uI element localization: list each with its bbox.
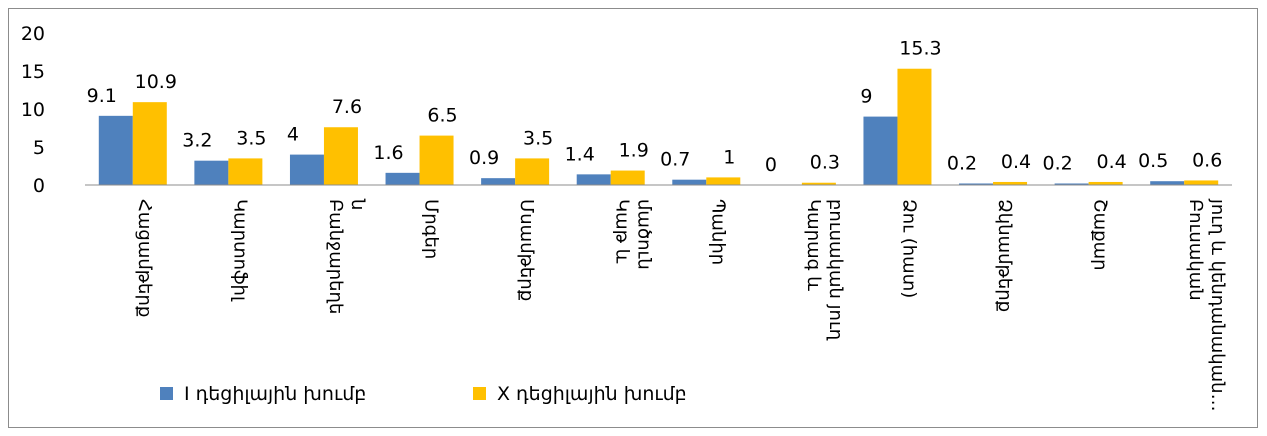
category-label: Կարագ և բուսական յուղ bbox=[803, 199, 846, 341]
category-label: Ձու (հատ) bbox=[898, 199, 919, 298]
category-label: Հացամթերք bbox=[134, 199, 155, 317]
category-label-line: Բանջարեղե bbox=[325, 199, 346, 314]
bar-series-1 bbox=[289, 154, 324, 185]
data-label: 0 bbox=[765, 154, 777, 176]
category-label: Ձկնամթերք bbox=[994, 199, 1015, 312]
bar-series-1 bbox=[672, 179, 707, 185]
category-label-line: Կարագ և bbox=[803, 199, 824, 291]
bar-series-1 bbox=[1150, 181, 1185, 185]
bar-series-1 bbox=[385, 172, 420, 185]
y-tick-label: 15 bbox=[21, 61, 45, 83]
data-label: 0.2 bbox=[1043, 152, 1073, 174]
data-label: 3.5 bbox=[523, 127, 553, 149]
data-label: 0.6 bbox=[1192, 149, 1222, 171]
bar-series-1 bbox=[959, 183, 994, 185]
chart-frame bbox=[8, 8, 1258, 428]
bar-series-2 bbox=[1088, 181, 1123, 185]
bar-series-2 bbox=[419, 135, 454, 185]
category-label-line: բուսական յուղ bbox=[825, 199, 846, 341]
data-label: 6.5 bbox=[427, 105, 457, 127]
bars bbox=[98, 68, 1219, 185]
data-label: 0.9 bbox=[469, 147, 499, 169]
category-label-line: Հացամթերք bbox=[134, 199, 155, 317]
y-tick-label: 5 bbox=[33, 137, 45, 159]
bar-series-1 bbox=[863, 116, 898, 185]
data-label: 0.4 bbox=[1001, 151, 1031, 173]
data-label: 7.6 bbox=[332, 96, 362, 118]
data-label: 3.2 bbox=[182, 130, 212, 152]
data-label: 15.3 bbox=[899, 38, 941, 60]
bar-series-2 bbox=[1184, 180, 1219, 185]
category-label-line: Մսամթերք bbox=[516, 199, 537, 301]
data-label: 1.6 bbox=[373, 142, 403, 164]
category-label-line: Ձկնամթերք bbox=[994, 199, 1015, 312]
category-label-line: Շաքար bbox=[1090, 199, 1111, 271]
data-label: 4 bbox=[287, 124, 299, 146]
category-label-line: Կարտոֆիլ bbox=[229, 199, 250, 302]
bar-series-1 bbox=[481, 178, 516, 185]
bar-series-2 bbox=[228, 158, 263, 185]
data-label: 0.7 bbox=[660, 149, 690, 171]
category-label: Բանջարեղե ն bbox=[325, 198, 368, 314]
y-axis-ticks: 0 5 10 15 20 bbox=[21, 23, 45, 197]
bar-series-1 bbox=[1054, 183, 1089, 185]
category-label-line: մածուն bbox=[634, 199, 655, 270]
bar-series-1 bbox=[576, 174, 611, 185]
data-label: 1.4 bbox=[565, 143, 595, 165]
data-label: 0.4 bbox=[1097, 151, 1127, 173]
category-label-line: ն bbox=[347, 198, 368, 210]
bar-series-1 bbox=[98, 115, 133, 185]
bar-series-2 bbox=[610, 170, 645, 185]
category-label-line: Պանիր bbox=[707, 199, 728, 265]
bar-series-1 bbox=[194, 160, 229, 185]
data-label: 0.3 bbox=[810, 152, 840, 174]
data-label: 9 bbox=[860, 86, 872, 108]
bar-series-2 bbox=[515, 158, 550, 185]
category-label-line: Մրգեր bbox=[421, 199, 442, 259]
category-label: Շաքար bbox=[1090, 199, 1111, 271]
legend-swatch bbox=[160, 387, 173, 400]
bar-series-2 bbox=[706, 177, 741, 185]
category-label-line: Բուսական bbox=[1185, 199, 1206, 301]
bar-series-2 bbox=[801, 182, 836, 185]
category-label-line: Ձու (հատ) bbox=[898, 199, 919, 298]
category-label: Մրգեր bbox=[421, 199, 442, 259]
y-tick-label: 0 bbox=[33, 175, 45, 197]
legend-label: X դեցիլային խումբ bbox=[497, 383, 687, 405]
data-label: 0.5 bbox=[1138, 150, 1168, 172]
y-tick-label: 10 bbox=[21, 99, 45, 121]
data-label: 9.1 bbox=[87, 85, 117, 107]
legend-label: I դեցիլային խումբ bbox=[184, 383, 366, 405]
data-label: 3.5 bbox=[236, 127, 266, 149]
bar-series-2 bbox=[993, 181, 1028, 185]
category-label: Կաթ և մածուն bbox=[612, 199, 655, 270]
category-label-line: յուղ և կենդանական… bbox=[1207, 198, 1228, 412]
legend: I դեցիլային խումբ X դեցիլային խումբ bbox=[160, 383, 687, 405]
legend-swatch bbox=[473, 387, 486, 400]
category-label: Բուսական յուղ և կենդանական… bbox=[1185, 198, 1228, 412]
bar-series-2 bbox=[132, 102, 167, 185]
category-labels: Հացամթերք Կարտոֆիլ Բանջարեղե ն Մրգեր Մսամթերք… bbox=[134, 198, 1228, 412]
data-label: 1 bbox=[723, 146, 735, 168]
category-label: Կարտոֆիլ bbox=[229, 199, 250, 302]
data-label: 0.2 bbox=[947, 152, 977, 174]
category-label: Մսամթերք bbox=[516, 199, 537, 301]
data-labels: 9.1 10.9 3.2 3.5 4 7.6 1.6 6.5 0.9 3.5 1.4 1.9 0.7 1 0… bbox=[87, 38, 1223, 176]
bar-series-2 bbox=[323, 127, 358, 185]
data-label: 10.9 bbox=[135, 71, 177, 93]
data-label: 1.9 bbox=[619, 140, 649, 162]
category-label: Պանիր bbox=[707, 199, 728, 265]
y-tick-label: 20 bbox=[21, 23, 45, 45]
bar-series-2 bbox=[897, 68, 932, 185]
category-label-line: Կաթ և bbox=[612, 199, 633, 264]
